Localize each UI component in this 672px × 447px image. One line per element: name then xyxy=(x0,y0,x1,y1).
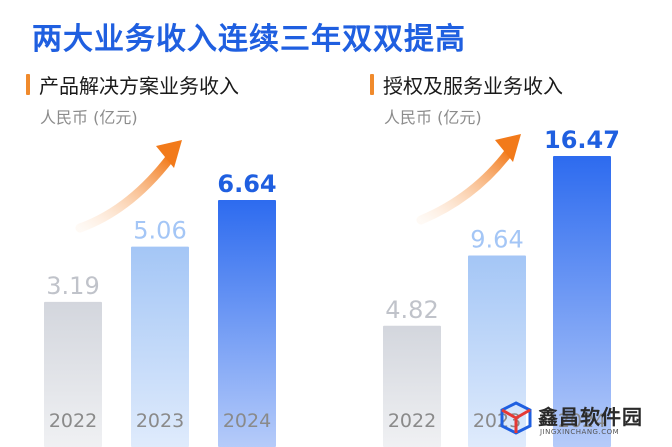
bar-value-label: 3.19 xyxy=(46,272,99,300)
x-tick-label: 2022 xyxy=(49,410,97,432)
bar-value-label: 16.47 xyxy=(544,126,620,154)
bar-2023 xyxy=(468,255,526,447)
growth-arrow-head-icon xyxy=(156,140,182,168)
accent-bar xyxy=(26,74,30,95)
bar-value-label: 6.64 xyxy=(217,170,276,198)
site-watermark-logo: 鑫昌软件园 JINGXINCHANG.COM xyxy=(498,398,668,444)
panel-title: 授权及服务业务收入 xyxy=(383,74,563,98)
x-tick-label: 2024 xyxy=(223,410,271,432)
unit-label: 人民币 (亿元) xyxy=(40,108,138,127)
watermark-url: JINGXINCHANG.COM xyxy=(540,428,620,436)
main-title: 两大业务收入连续三年双双提高 xyxy=(32,22,466,57)
x-tick-label: 2024 xyxy=(558,410,606,432)
bar-2022 xyxy=(44,301,102,447)
bar-value-label: 9.64 xyxy=(470,226,523,254)
unit-label: 人民币 (亿元) xyxy=(384,108,482,127)
bar-value-label: 4.82 xyxy=(385,296,438,324)
x-tick-label: 2022 xyxy=(388,410,436,432)
bar-2024 xyxy=(218,200,276,447)
growth-arrow-icon xyxy=(416,147,514,225)
bar-2024 xyxy=(553,156,611,447)
bar-value-label: 5.06 xyxy=(133,217,186,245)
watermark-name: 鑫昌软件园 xyxy=(538,405,643,429)
cube-logo-icon xyxy=(500,401,532,435)
growth-arrow-head-icon xyxy=(495,134,521,162)
growth-arrow-icon xyxy=(75,153,175,233)
bar-chart-plot: 3.19 2022 5.06 2023 6.64 2024 xyxy=(44,140,277,447)
panel-header: 授权及服务业务收入 xyxy=(370,70,563,99)
x-tick-label: 2023 xyxy=(136,410,184,432)
bar-2022 xyxy=(383,325,441,447)
panel-title: 产品解决方案业务收入 xyxy=(39,74,239,98)
bar-2023 xyxy=(131,246,189,447)
accent-bar xyxy=(370,74,374,95)
panel-header: 产品解决方案业务收入 xyxy=(26,70,239,99)
licensing-service-revenue-chart: 授权及服务业务收入 人民币 (亿元) 4.82 2022 9.64 2023 16.47… xyxy=(336,60,672,447)
product-solution-revenue-chart: 产品解决方案业务收入 人民币 (亿元) 3.19 2022 5.06 2023 6.64… xyxy=(0,60,335,447)
